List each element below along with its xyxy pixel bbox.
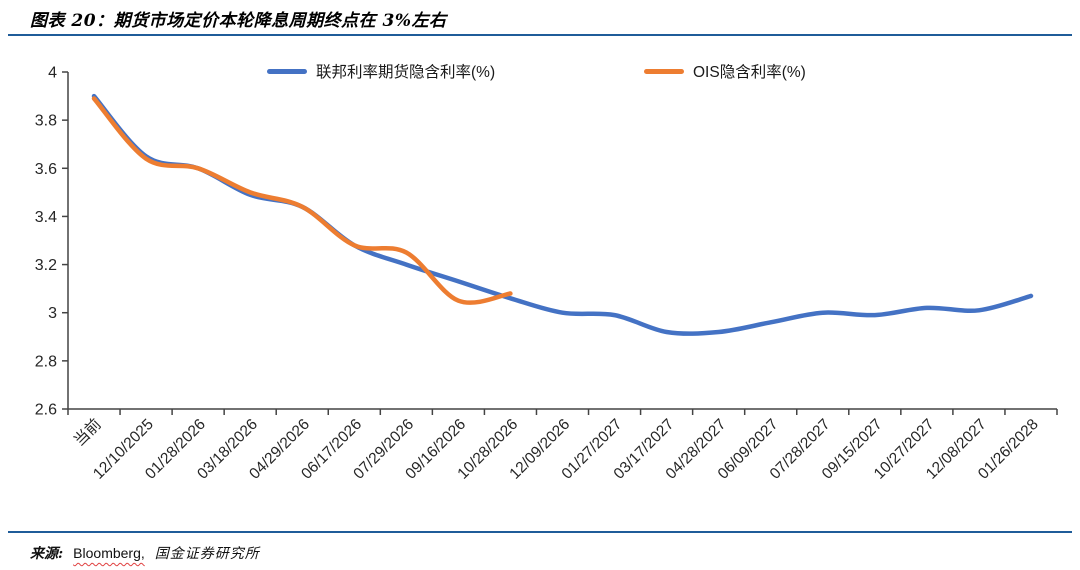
legend-label-ois: OIS隐含利率(%) [693,64,806,81]
y-axis-tick-label: 3.6 [35,161,57,178]
footer-rule [8,531,1072,533]
y-axis-tick-label: 2.6 [35,402,57,419]
title-underline-rule [8,34,1072,36]
y-axis-tick-label: 2.8 [35,353,57,370]
y-axis-tick-label: 4 [48,65,57,82]
source-institute: 国金证券研究所 [154,546,260,562]
axis-lines [67,72,1057,410]
source-prefix: 来源: [30,546,64,562]
series-line-ois [91,96,513,305]
legend-marker-fed-funds-futures [267,68,307,74]
y-axis-tick-label: 3 [48,305,57,322]
y-axis-tick-label: 3.4 [35,209,57,226]
y-axis-tick-label: 3.2 [35,257,57,274]
x-axis-tick-label: 当前 [70,415,105,450]
legend-label-fed-funds-futures: 联邦利率期货隐含利率(%) [316,64,496,81]
series-line-fed-funds-futures [91,93,1034,336]
legend-item-ois: OIS隐含利率(%) [644,61,806,81]
page-title: 图表 20：期货市场定价本轮降息周期终点在 3%左右 [30,11,447,31]
source-bloomberg: Bloomberg, [73,545,145,561]
legend-marker-ois [644,68,684,74]
y-axis-tick-label: 3.8 [35,113,57,130]
legend-item-fed-funds-futures: 联邦利率期货隐含利率(%) [267,61,495,81]
source-line: 来源: Bloomberg, 国金证券研究所 [30,543,260,563]
